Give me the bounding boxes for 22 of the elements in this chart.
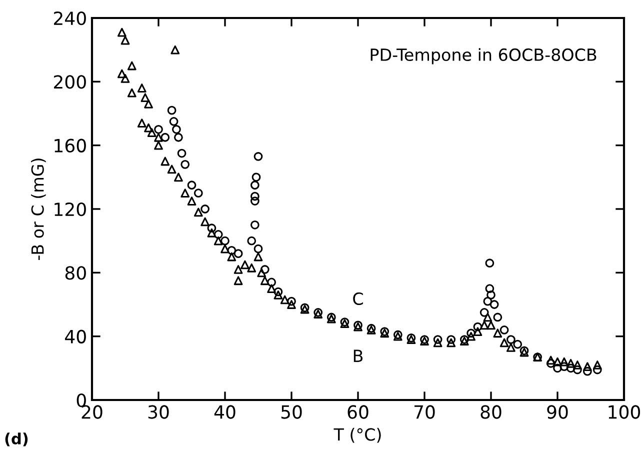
y-tick-label: 40 — [65, 330, 86, 344]
x-tick-label: 80 — [480, 405, 502, 419]
series-label: B — [354, 350, 363, 362]
y-tick-label: 0 — [76, 393, 86, 408]
x-tick-label: 50 — [281, 405, 302, 419]
text: (d) — [5, 432, 28, 446]
y-tick-label: 120 — [54, 202, 86, 216]
x-tick-label: 100 — [608, 405, 640, 419]
x-tick-label: 60 — [348, 405, 368, 419]
y-axis-title: -B or C (mG) — [31, 158, 46, 260]
x-axis-title: T (°C) — [334, 428, 381, 443]
y-tick-label: 160 — [54, 138, 86, 152]
x-tick-label: 70 — [414, 405, 435, 419]
text: PD-Tempone in 6OCB-8OCB — [370, 48, 596, 64]
series-label: C — [353, 292, 363, 306]
x-tick-label: 30 — [148, 405, 169, 419]
y-tick-label: 240 — [54, 11, 86, 26]
x-tick-label: 20 — [82, 405, 102, 419]
y-tick-label: 80 — [65, 266, 86, 280]
x-tick-label: 90 — [547, 405, 568, 419]
y-tick-label: 200 — [54, 75, 86, 89]
x-tick-label: 40 — [214, 405, 236, 419]
